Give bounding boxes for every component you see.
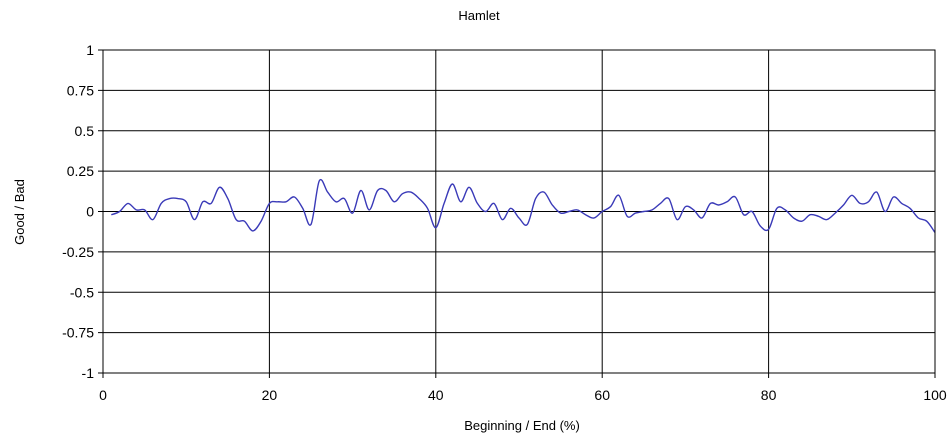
y-tick-label: -0.5 [70, 284, 94, 300]
x-tick-label: 0 [99, 387, 107, 403]
plot-area-frame [102, 49, 936, 374]
series-layer [111, 178, 936, 233]
y-tick-label: 0.5 [75, 123, 95, 139]
y-tick-label: -0.25 [62, 244, 94, 260]
y-tick-label: 1 [86, 42, 94, 58]
tick-labels: 10.750.50.250-0.25-0.5-0.75-10 20 40 60 80 10… [62, 42, 947, 403]
x-axis-label: Beginning / End (%) [464, 418, 580, 433]
y-axis-label: Good / Bad [12, 179, 27, 245]
y-tick-label: 0 [86, 204, 94, 220]
x-tick-label: 80 [761, 387, 777, 403]
y-tick-label: 0.75 [67, 82, 94, 98]
x-tick-label: 100 [923, 387, 947, 403]
y-tick-label: -0.75 [62, 325, 94, 341]
x-tick-label: 60 [594, 387, 610, 403]
x-tick-label: 20 [262, 387, 278, 403]
x-tick-label: 40 [428, 387, 444, 403]
y-tick-label: -1 [82, 365, 95, 381]
chart-title: Hamlet [458, 8, 500, 23]
series-line [111, 178, 936, 233]
y-tick-label: 0.25 [67, 163, 94, 179]
